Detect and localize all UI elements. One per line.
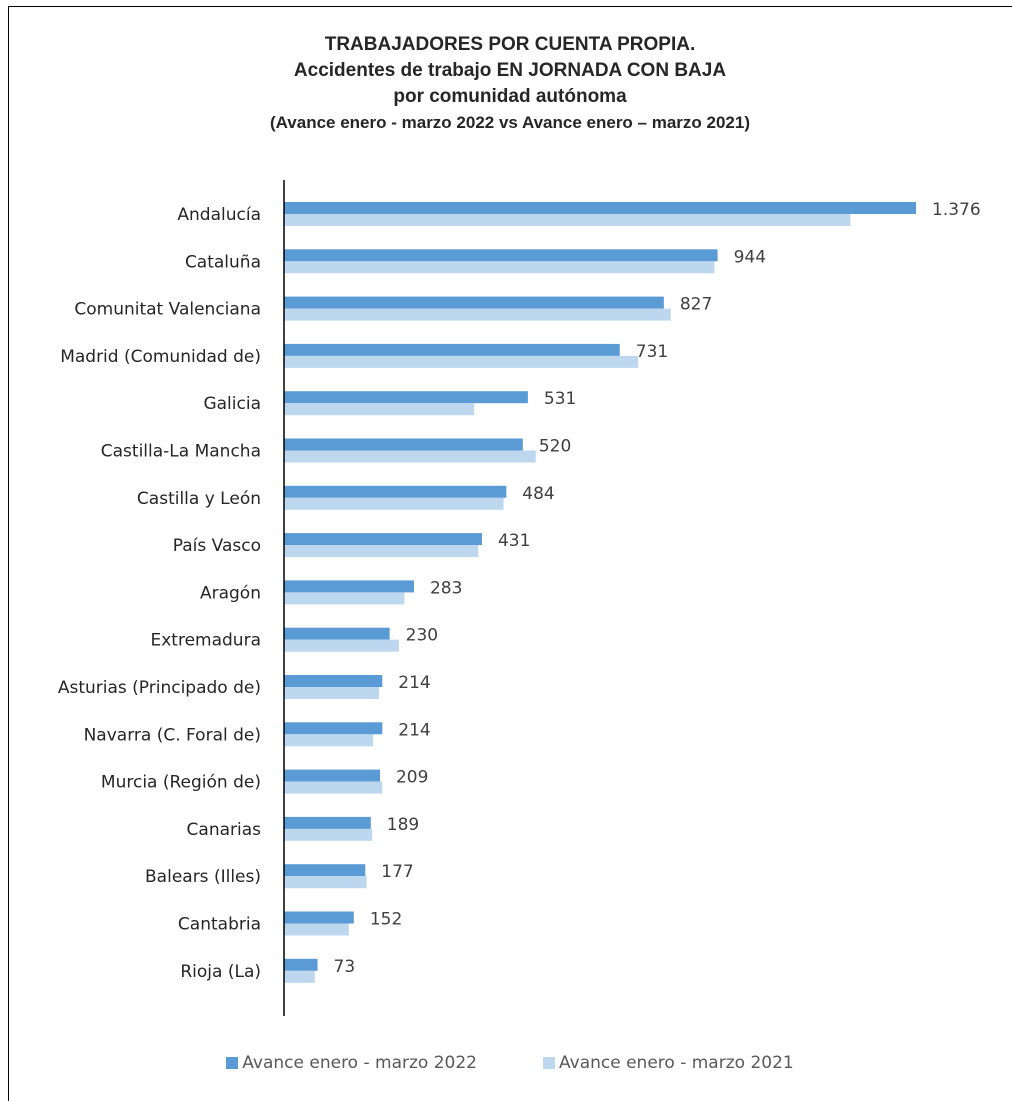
legend: Avance enero - marzo 2022 Avance enero -… — [8, 1053, 1012, 1073]
bar-2022-canarias — [284, 816, 371, 829]
data-label-pais-vasco: 431 — [498, 531, 530, 551]
category-label-castilla-la-mancha: Castilla-La Mancha — [101, 442, 261, 462]
bar-2021-balears-illes — [284, 876, 367, 889]
category-label-balears-illes: Balears (Illes) — [145, 867, 261, 887]
bar-2021-pais-vasco — [284, 545, 479, 558]
data-label-galicia: 531 — [544, 389, 576, 409]
bar-2021-andalucia — [284, 214, 851, 226]
bar-2021-cantabria — [284, 923, 349, 936]
data-label-cataluna: 944 — [734, 247, 766, 267]
data-label-extremadura: 230 — [406, 626, 438, 646]
bar-2022-navarra-c-foral-de — [284, 722, 383, 735]
bars-layer — [284, 202, 916, 983]
bar-2021-madrid-comunidad-de — [284, 355, 639, 368]
bar-2022-castilla-la-mancha — [284, 438, 523, 451]
chart-subtitle: (Avance enero - marzo 2022 vs Avance ene… — [269, 113, 750, 132]
bar-2022-rioja-la — [284, 958, 318, 971]
data-label-balears-illes: 177 — [381, 862, 413, 882]
bar-2022-extremadura — [284, 627, 390, 640]
data-label-castilla-la-mancha: 520 — [539, 437, 571, 457]
chart-title-line-2: Accidentes de trabajo EN JORNADA CON BAJ… — [293, 60, 727, 81]
data-label-castilla-y-leon: 484 — [522, 484, 554, 504]
data-label-andalucia: 1.376 — [932, 200, 981, 220]
legend-item-2022: Avance enero - marzo 2022 — [226, 1053, 477, 1073]
chart-title-block: TRABAJADORES POR CUENTA PROPIA. Accident… — [8, 32, 1012, 136]
bar-2022-cataluna — [284, 249, 718, 262]
legend-item-2021: Avance enero - marzo 2021 — [543, 1053, 794, 1073]
chart-frame — [8, 6, 1012, 1101]
bar-2021-castilla-y-leon — [284, 497, 504, 510]
bar-2021-castilla-la-mancha — [284, 450, 536, 463]
legend-label-2021: Avance enero - marzo 2021 — [559, 1053, 794, 1073]
bar-2022-pais-vasco — [284, 533, 482, 546]
category-label-cantabria: Cantabria — [178, 915, 261, 935]
bar-2021-rioja-la — [284, 970, 315, 983]
data-label-madrid-comunidad-de: 731 — [636, 342, 668, 362]
bar-2022-andalucia — [284, 202, 916, 214]
category-label-canarias: Canarias — [187, 820, 262, 840]
bar-2021-murcia-region-de — [284, 781, 383, 794]
data-label-cantabria: 152 — [370, 910, 402, 930]
bar-2021-extremadura — [284, 639, 399, 652]
bar-2021-comunitat-valenciana — [284, 308, 671, 321]
bar-2021-cataluna — [284, 261, 715, 274]
category-label-asturias-principado-de: Asturias (Principado de) — [58, 678, 261, 698]
bar-2022-madrid-comunidad-de — [284, 343, 620, 356]
bar-2022-castilla-y-leon — [284, 485, 507, 498]
category-label-extremadura: Extremadura — [151, 631, 262, 651]
bar-2022-comunitat-valenciana — [284, 296, 664, 309]
bar-2022-galicia — [284, 391, 528, 404]
category-label-comunitat-valenciana: Comunitat Valenciana — [74, 300, 261, 320]
chart-title-line-3: por comunidad autónoma — [393, 86, 627, 107]
category-label-galicia: Galicia — [203, 394, 261, 414]
data-label-asturias-principado-de: 214 — [398, 673, 430, 693]
bar-2022-asturias-principado-de — [284, 675, 383, 687]
legend-swatch-2022 — [226, 1057, 239, 1069]
category-label-navarra-c-foral-de: Navarra (C. Foral de) — [84, 725, 261, 745]
bar-2021-aragon — [284, 592, 405, 605]
bar-2021-galicia — [284, 403, 475, 416]
bar-2021-canarias — [284, 828, 373, 841]
data-label-rioja-la: 73 — [334, 957, 356, 977]
category-label-rioja-la: Rioja (La) — [180, 962, 261, 982]
category-label-pais-vasco: País Vasco — [173, 536, 261, 556]
category-label-aragon: Aragón — [200, 583, 261, 603]
data-label-comunitat-valenciana: 827 — [680, 295, 712, 315]
bar-2022-cantabria — [284, 911, 354, 924]
data-label-aragon: 283 — [430, 578, 462, 598]
chart-title-line-1: TRABAJADORES POR CUENTA PROPIA. — [324, 34, 696, 55]
bar-2021-asturias-principado-de — [284, 687, 380, 699]
category-label-madrid-comunidad-de: Madrid (Comunidad de) — [60, 347, 261, 367]
data-label-murcia-region-de: 209 — [396, 768, 428, 788]
legend-label-2022: Avance enero - marzo 2022 — [242, 1053, 477, 1073]
category-label-cataluna: Cataluña — [185, 252, 261, 272]
bar-2022-aragon — [284, 580, 414, 593]
bar-2022-balears-illes — [284, 864, 366, 877]
bar-2021-navarra-c-foral-de — [284, 734, 374, 747]
category-label-andalucia: Andalucía — [177, 205, 261, 225]
legend-swatch-2021 — [543, 1057, 555, 1069]
data-label-canarias: 189 — [387, 815, 419, 835]
bar-2022-murcia-region-de — [284, 769, 380, 782]
category-label-murcia-region-de: Murcia (Región de) — [101, 773, 261, 793]
data-label-navarra-c-foral-de: 214 — [398, 720, 430, 740]
category-label-castilla-y-leon: Castilla y León — [137, 489, 261, 509]
labels-layer: Andalucía 1.376 Cataluña 944 Comunitat Valen… — [58, 200, 981, 982]
